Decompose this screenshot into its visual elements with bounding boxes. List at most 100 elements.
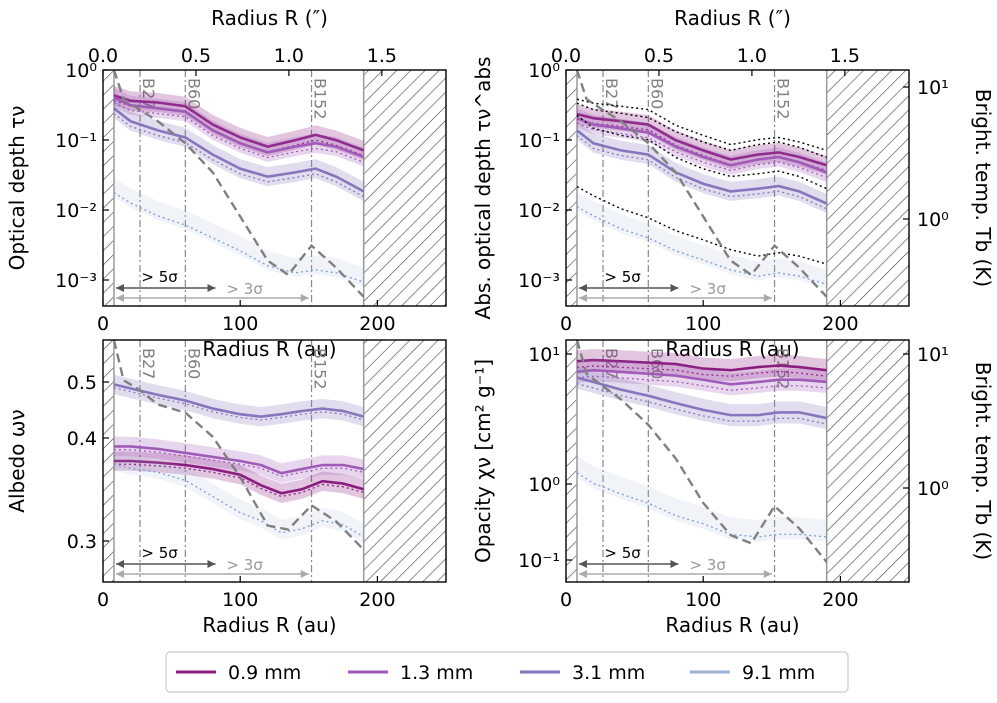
series-dotted-9.1mm (113, 463, 365, 538)
series-dotted-0.9mm (576, 118, 827, 172)
y-tick-label: 10¹ (528, 344, 560, 366)
y-tick-label: 0.5 (67, 372, 97, 394)
top-x-tick-label: 1.0 (737, 45, 767, 67)
top-x-axis-label: Radius R (″) (674, 6, 791, 30)
y-tick-label: 10⁻² (55, 200, 97, 222)
top-x-tick-label: 1.0 (274, 45, 304, 67)
x-tick-label: 0 (97, 589, 109, 611)
series-dotted-3.1mm (576, 382, 827, 425)
sigma3-label: > 3σ (689, 556, 726, 574)
x-tick-label: 100 (685, 589, 721, 611)
y-tick-label: 10⁻¹ (518, 550, 560, 572)
sigma3-label: > 3σ (689, 280, 726, 298)
series-dotted-1.3mm (576, 122, 827, 179)
inner-excluded-region (566, 340, 577, 582)
ring-label-B60: B60 (184, 348, 203, 379)
series-dotted-1.3mm (113, 102, 364, 163)
x-axis-label: Radius R (au) (202, 337, 336, 361)
x-axis-label: Radius R (au) (665, 613, 799, 637)
inner-excluded-region (103, 70, 114, 306)
x-tick-label: 100 (222, 313, 258, 335)
series-dotted-9.1mm (113, 191, 364, 283)
x-tick-label: 200 (822, 589, 858, 611)
x-tick-label: 0 (97, 313, 109, 335)
black-dotted-0.9mm (576, 98, 827, 152)
top-x-tick-label: 0.5 (181, 45, 211, 67)
y-tick-label: 10⁻¹ (55, 130, 97, 152)
ring-label-B60: B60 (647, 78, 666, 109)
series-line-3.1mm (576, 129, 828, 205)
top-x-axis-label: Radius R (″) (211, 6, 328, 30)
axes-frame (565, 69, 910, 307)
series-line-3.1mm (113, 107, 365, 193)
y-axis-label: Optical depth τν (5, 106, 29, 271)
axes-frame (102, 339, 447, 583)
brightness-temperature-line (575, 339, 828, 563)
series-line-0.9mm (113, 94, 365, 152)
x-tick-label: 200 (822, 313, 858, 335)
band-0.9mm (576, 104, 827, 175)
legend: 0.9 mm 1.3 mm 3.1 mm 9.1 mm (165, 651, 849, 693)
series-dotted-3.1mm (113, 386, 364, 421)
series-line-0.9mm (576, 112, 828, 167)
brightness-temperature-line (575, 69, 828, 298)
band-3.1mm (113, 98, 364, 201)
y-tick-label: 0.4 (67, 428, 97, 450)
band-9.1mm (113, 451, 364, 544)
right-y-tick-label: 10¹ (917, 77, 949, 99)
ring-label-B27: B27 (602, 78, 621, 109)
sigma5-label: > 5σ (141, 544, 178, 562)
series-line-3.1mm (113, 383, 365, 418)
y-tick-label: 10⁻³ (518, 270, 560, 292)
y-axis-label: Opacity χν [cm² g⁻¹] (471, 359, 495, 563)
x-tick-label: 0 (560, 313, 572, 335)
sigma5-label: > 5σ (604, 544, 641, 562)
ring-label-B152: B152 (311, 78, 330, 120)
outer-excluded-region (826, 70, 909, 306)
band-1.3mm (576, 359, 827, 396)
top-x-tick-label: 1.5 (830, 45, 860, 67)
series-dotted-1.3mm (113, 449, 364, 478)
series-line-1.3mm (576, 368, 827, 386)
series-dotted-0.9mm (576, 365, 827, 377)
legend-label: 3.1 mm (572, 662, 645, 684)
outer-excluded-region (363, 340, 446, 582)
sigma3-label: > 3σ (226, 556, 263, 574)
band-9.1mm (576, 455, 827, 542)
series-dotted-1.3mm (576, 375, 827, 391)
x-tick-label: 0 (560, 589, 572, 611)
brightness-temperature-line (112, 69, 365, 298)
sigma5-label: > 5σ (141, 268, 178, 286)
top-x-tick-label: 0.5 (644, 45, 674, 67)
y-tick-label: 10⁰ (528, 60, 560, 82)
y-tick-label: 10⁰ (65, 60, 97, 82)
series-dotted-3.1mm (113, 112, 364, 198)
x-axis-label: Radius R (au) (665, 337, 799, 361)
outer-excluded-region (363, 70, 446, 306)
x-tick-label: 200 (359, 313, 395, 335)
series-line-1.3mm (576, 116, 828, 174)
top-x-tick-label: 1.5 (367, 45, 397, 67)
brightness-temperature-line (112, 339, 365, 551)
ring-label-B152: B152 (311, 348, 330, 390)
top-x-tick-label: 0.0 (88, 45, 118, 67)
band-3.1mm (576, 120, 827, 214)
series-line-1.3mm (113, 445, 364, 475)
sigma5-label: > 5σ (604, 268, 641, 286)
y-tick-label: 0.3 (67, 531, 97, 553)
right-y-axis-label: Bright. temp. Tb (K) (971, 362, 995, 560)
y-tick-label: 10⁻² (518, 200, 560, 222)
sigma3-label: > 3σ (226, 280, 263, 298)
x-axis-label: Radius R (au) (202, 613, 336, 637)
panel-absorption-optical-depth: B27 B60 B152 > 5σ > 3σ 0 100 200 Radius R (au) 0.… (471, 6, 995, 361)
series-line-0.9mm (113, 459, 365, 495)
x-tick-label: 200 (359, 589, 395, 611)
y-tick-label: 10⁻³ (55, 270, 97, 292)
panel-albedo: B27 B60 B152 > 5σ > 3σ 0 100 200 Radius R (au) 0.… (5, 339, 447, 637)
ring-label-B60: B60 (184, 78, 203, 109)
band-3.1mm (113, 374, 364, 427)
series-dotted-9.1mm (576, 472, 827, 538)
ring-label-B152: B152 (774, 78, 793, 120)
